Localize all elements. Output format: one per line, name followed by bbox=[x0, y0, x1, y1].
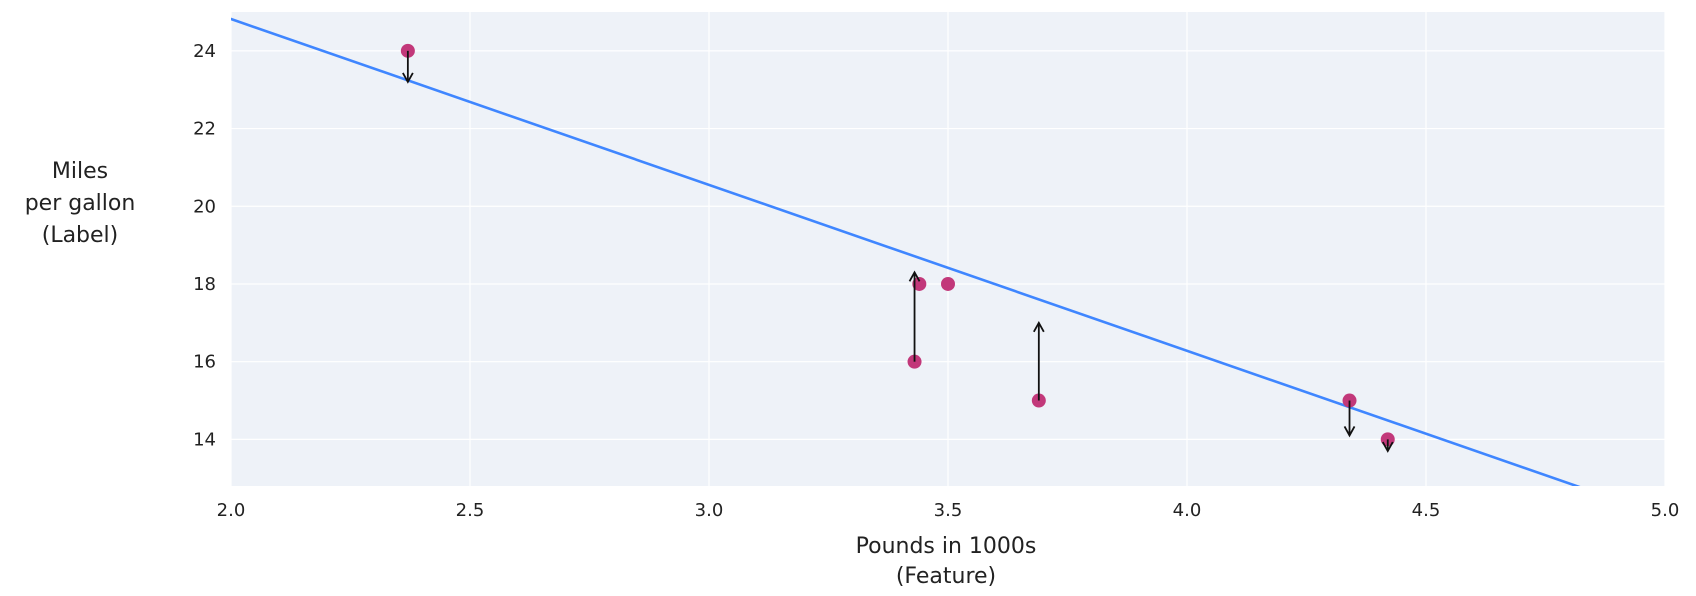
regression-line bbox=[231, 17, 1581, 486]
y-tick-label: 18 bbox=[193, 274, 216, 295]
residual-arrow bbox=[1343, 400, 1356, 438]
y-tick-label: 24 bbox=[193, 41, 216, 62]
y-axis-label-line-3: (Label) bbox=[42, 223, 119, 248]
y-tick-label: 14 bbox=[193, 429, 216, 450]
x-tick-label: 2.0 bbox=[217, 500, 246, 521]
y-axis-ticks: 14 16 18 20 22 24 bbox=[193, 41, 216, 451]
x-axis-label-line-2: (Feature) bbox=[896, 564, 996, 589]
y-tick-label: 20 bbox=[193, 196, 216, 217]
data-points bbox=[400, 43, 1395, 447]
x-tick-label: 4.0 bbox=[1173, 500, 1202, 521]
residual-arrow bbox=[1381, 439, 1394, 453]
y-tick-label: 22 bbox=[193, 119, 216, 140]
x-tick-label: 4.5 bbox=[1412, 500, 1441, 521]
residual-arrow bbox=[908, 270, 921, 362]
arrow-head bbox=[1033, 320, 1045, 333]
residual-arrow bbox=[1033, 320, 1045, 401]
x-axis-label-line-1: Pounds in 1000s bbox=[856, 534, 1037, 559]
data-point bbox=[941, 276, 955, 291]
residual-arrow bbox=[402, 50, 414, 84]
arrow-head bbox=[908, 270, 921, 282]
residual-arrows bbox=[402, 50, 1394, 453]
data-point bbox=[912, 276, 927, 291]
x-tick-label: 3.0 bbox=[695, 500, 724, 521]
arrow-head bbox=[1381, 441, 1394, 453]
y-axis-label-line-2: per gallon bbox=[25, 191, 136, 216]
regression-line-layer bbox=[231, 17, 1581, 486]
x-tick-label: 5.0 bbox=[1651, 500, 1680, 521]
y-axis-label-line-1: Miles bbox=[52, 159, 108, 184]
x-tick-label: 3.5 bbox=[934, 500, 963, 521]
x-tick-label: 2.5 bbox=[456, 500, 485, 521]
x-axis-ticks: 2.0 2.5 3.0 3.5 4.0 4.5 5.0 bbox=[217, 500, 1680, 521]
y-tick-label: 16 bbox=[193, 352, 216, 373]
arrow-head bbox=[402, 72, 414, 84]
arrow-head bbox=[1343, 426, 1356, 438]
